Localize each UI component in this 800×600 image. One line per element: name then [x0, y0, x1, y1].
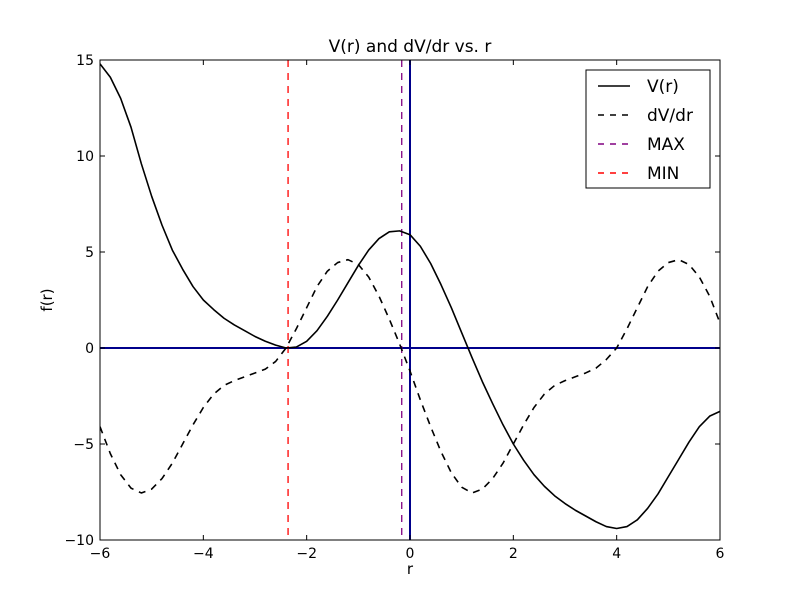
x-tick-label: −2	[296, 546, 317, 562]
y-tick-label: −5	[73, 437, 94, 453]
x-tick-label: 4	[612, 546, 621, 562]
y-tick-label: 10	[76, 149, 94, 165]
legend-box	[585, 69, 711, 189]
y-tick-label: 15	[76, 53, 94, 69]
x-tick-label: −4	[193, 546, 214, 562]
x-tick-label: 0	[406, 546, 415, 562]
x-tick-label: 6	[716, 546, 725, 562]
y-tick-label: 0	[85, 341, 94, 357]
series-line-v-r	[100, 63, 720, 530]
x-tick-label: 2	[509, 546, 518, 562]
legend-label-min: MIN	[647, 164, 679, 184]
series-line-dv-dr	[100, 258, 720, 494]
legend-label-max: MAX	[647, 135, 685, 155]
legend-label-v-r: V(r)	[647, 77, 679, 97]
x-axis-label: r	[407, 560, 414, 578]
legend-label-dv-dr: dV/dr	[647, 106, 693, 126]
y-axis-label: f(r)	[38, 288, 56, 311]
plot-content	[100, 60, 720, 540]
y-tick-label: −10	[64, 533, 94, 549]
chart-title: V(r) and dV/dr vs. r	[329, 37, 492, 57]
x-tick-label: −6	[90, 546, 111, 562]
legend: V(r) dV/dr MAX MIN	[585, 69, 711, 189]
y-tick-label: 5	[85, 245, 94, 261]
plot-area: −6 −4 −2 0 2 4 6 −10 −5 0 5 10 15	[64, 53, 724, 562]
